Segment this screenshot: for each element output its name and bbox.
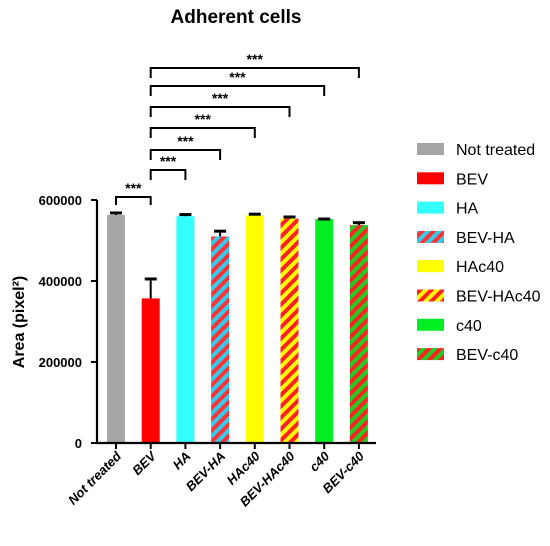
legend-item: BEV-c40 [417,347,518,364]
y-tick-label: 0 [75,436,82,451]
legend-label: BEV [456,171,488,188]
significance-bracket: *** [149,69,326,96]
bar-0 [107,214,125,443]
significance-bracket: *** [115,180,152,205]
legend-swatch [417,260,444,273]
legend-item: HAc40 [417,259,504,276]
bar-5 [280,218,299,443]
legend-label: Not treated [456,142,535,159]
legend-item: BEV [417,171,488,188]
significance-label: *** [212,90,229,106]
significance-label: *** [247,51,264,67]
chart-title: Adherent cells [171,7,302,28]
bar-7 [349,225,368,443]
y-axis-label: Area (pixel²) [11,276,28,368]
significance-label: *** [125,180,142,196]
significance-bracket: *** [149,90,291,117]
axes [95,200,376,445]
legend-swatch [417,201,444,214]
legend-swatch [417,143,444,155]
significance-label: *** [177,133,194,149]
bar-3 [211,236,230,443]
bar-6 [315,219,334,443]
legend-label: c40 [456,318,482,335]
legend-item: BEV-HA [417,230,515,247]
x-tick-label: Not treated [65,448,125,508]
significance-brackets: ********************* [115,51,360,205]
legend-label: HA [456,201,479,218]
bar-1 [141,298,160,443]
legend-swatch [417,348,444,361]
x-tick-label: HA [170,449,194,473]
y-tick-label: 400000 [39,274,82,289]
legend-swatch [417,172,444,185]
legend-swatch [417,318,444,331]
legend-item: HA [417,201,479,218]
significance-label: *** [195,111,212,127]
significance-bracket: *** [149,51,360,78]
legend-item: Not treated [417,142,535,159]
y-tick-label: 200000 [39,355,82,370]
legend-label: BEV-HA [456,230,515,247]
legend-item: BEV-HAc40 [417,289,541,306]
legend-swatch [417,230,444,243]
legend-label: BEV-HAc40 [456,289,541,306]
bar-2 [176,216,195,443]
x-tick-label: BEV [129,448,159,478]
bar-4 [245,215,264,443]
legend-swatch [417,289,444,302]
legend-item: c40 [417,318,482,335]
significance-label: *** [160,153,177,169]
legend-label: HAc40 [456,259,504,276]
legend: Not treated BEV HA BEV-HA HAc40 BEV-HAc40 c40 B… [417,142,541,364]
x-tick-label: c40 [306,448,332,474]
legend-label: BEV-c40 [456,347,518,364]
y-ticks: 0 200000 400000 600000 [39,193,97,451]
significance-bracket: *** [149,111,256,138]
significance-bracket: *** [149,133,222,160]
significance-label: *** [229,69,246,85]
significance-bracket: *** [149,153,187,180]
bars [107,211,368,443]
y-tick-label: 600000 [39,193,82,208]
